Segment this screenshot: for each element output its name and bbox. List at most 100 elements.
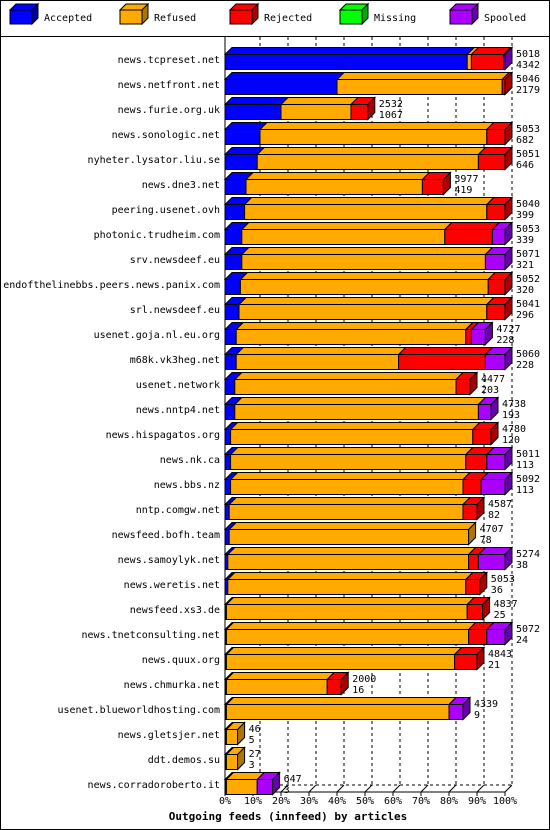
bar-segment-top-rejected — [443, 222, 501, 230]
bar-segment-refused — [239, 279, 489, 295]
bar-end-face — [504, 546, 513, 571]
bar-segment-spooled — [486, 454, 506, 470]
legend-item-accepted: Accepted — [8, 2, 92, 26]
bar-segment-top-refused — [279, 97, 360, 105]
bar-segment-spooled — [486, 629, 506, 645]
x-tick-label: 10% — [244, 796, 262, 807]
bar-end-face — [476, 496, 485, 521]
bar-segment-top-refused — [225, 597, 476, 605]
x-tick-label: 90% — [468, 796, 486, 807]
bar-end-face — [462, 696, 471, 721]
row-offered-label: 4707 — [480, 524, 504, 535]
row-accepted-label: 321 — [516, 260, 534, 271]
bar-segment-rejected — [398, 354, 486, 370]
bar-segment-refused — [225, 679, 328, 695]
row-accepted-label: 120 — [502, 435, 520, 446]
bar-end-face — [367, 96, 376, 121]
row-offered-label: 2532 — [379, 99, 403, 110]
bar-end-face — [468, 521, 477, 546]
row-accepted-label: 113 — [516, 460, 534, 471]
bar-segment-accepted — [224, 229, 243, 245]
bar-end-face — [340, 671, 349, 696]
row-label: peering.usenet.ovh — [112, 205, 220, 216]
row-label: usenet.network — [136, 380, 220, 391]
row-label: news.samoylyk.net — [118, 555, 220, 566]
row-accepted-label: 296 — [516, 310, 534, 321]
bar-segment-refused — [256, 154, 479, 170]
row-accepted-label: 3 — [249, 760, 255, 771]
bar-segment-accepted — [224, 429, 232, 445]
bar-segment-spooled — [484, 354, 506, 370]
bar-segment-spooled — [491, 229, 506, 245]
bar-segment-refused — [238, 304, 488, 320]
bar-segment-refused — [225, 754, 239, 770]
bar-segment-refused — [225, 604, 468, 620]
bar-segment-accepted — [224, 204, 246, 220]
bar-segment-rejected — [465, 454, 488, 470]
bar-segment-accepted — [224, 329, 237, 345]
row-label: news.dne3.net — [142, 180, 220, 191]
bar-segment-accepted — [224, 254, 243, 270]
bar-row-ddt-demos-su: ddt.demos.su 273 — [148, 746, 261, 771]
bar-end-face — [237, 746, 246, 771]
bar-segment-top-refused — [225, 622, 477, 630]
bar-segment-accepted — [224, 504, 230, 520]
row-accepted-label: 21 — [488, 660, 500, 671]
bar-segment-top-refused — [225, 647, 463, 655]
bar-segment-accepted — [224, 179, 247, 195]
bar-segment-top-refused — [225, 697, 458, 705]
row-label: news.nk.ca — [160, 455, 220, 466]
legend-swatch-front — [449, 9, 473, 25]
bar-segment-top-refused — [227, 522, 477, 530]
row-offered-label: 647 — [284, 774, 302, 785]
row-label: news.tnetconsulting.net — [82, 630, 220, 641]
row-offered-label: 5041 — [516, 299, 540, 310]
bar-segment-spooled — [480, 479, 506, 495]
bar-segment-accepted — [224, 79, 338, 95]
row-label: news.furie.org.uk — [118, 105, 220, 116]
bar-segment-rejected — [462, 479, 482, 495]
row-label: srv.newsdeef.eu — [130, 255, 220, 266]
bar-segment-rejected — [486, 204, 506, 220]
bar-end-face — [237, 721, 246, 746]
bar-segment-top-refused — [237, 297, 496, 305]
row-offered-label: 5051 — [516, 149, 540, 160]
row-accepted-label: 682 — [516, 135, 534, 146]
row-label: news.gletsjer.net — [118, 730, 220, 741]
row-accepted-label: 399 — [516, 210, 534, 221]
bar-segment-refused — [230, 479, 464, 495]
bar-end-face — [479, 571, 488, 596]
row-offered-label: 27 — [249, 749, 261, 760]
row-label: news.bbs.nz — [154, 480, 220, 491]
row-accepted-label: 2179 — [516, 85, 540, 96]
bar-segment-refused — [225, 729, 239, 745]
bar-segment-refused — [259, 129, 488, 145]
bar-segment-rejected — [462, 504, 478, 520]
row-accepted-label: 9 — [474, 710, 480, 721]
row-offered-label: 2000 — [352, 674, 376, 685]
x-tick-depth — [392, 784, 401, 793]
row-offered-label: 5011 — [516, 449, 540, 460]
bar-segment-top-refused — [227, 497, 472, 505]
bar-segment-refused — [234, 404, 479, 420]
row-label: nyheter.lysator.liu.se — [88, 155, 220, 166]
row-label: news.tcpreset.net — [118, 55, 220, 66]
legend-item-refused: Refused — [118, 2, 196, 26]
bar-end-face — [504, 71, 513, 96]
bar-segment-top-accepted — [223, 72, 346, 80]
x-tick-label: 50% — [356, 796, 374, 807]
row-accepted-label: 5 — [249, 735, 255, 746]
bar-segment-refused — [241, 229, 446, 245]
bar-segment-refused — [245, 179, 423, 195]
